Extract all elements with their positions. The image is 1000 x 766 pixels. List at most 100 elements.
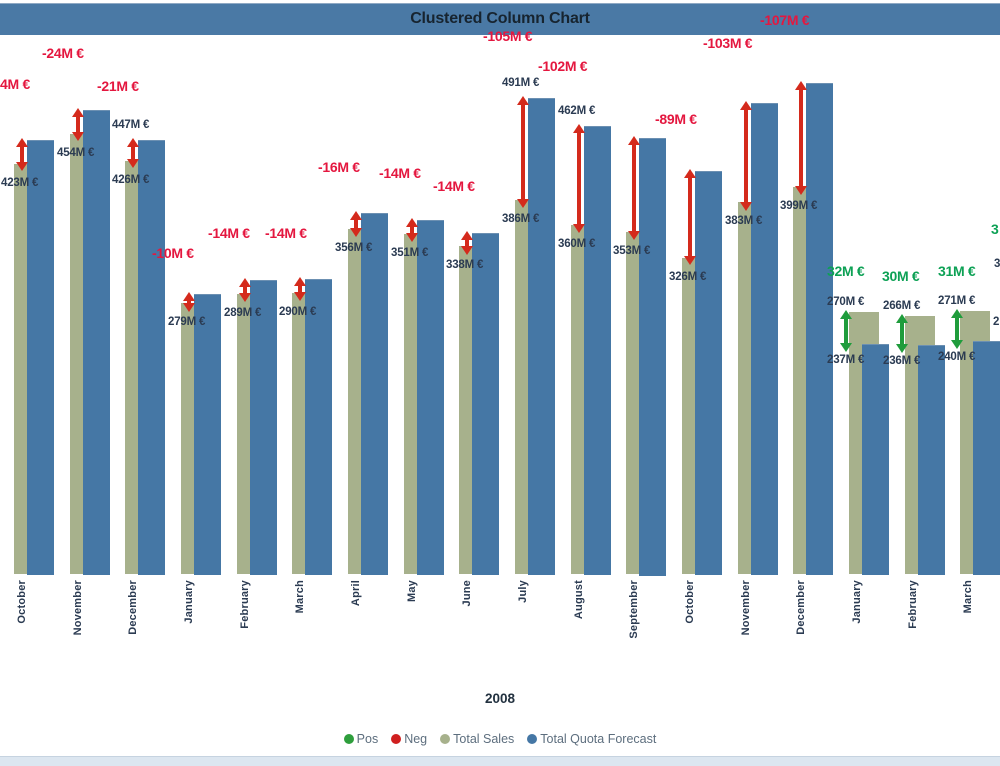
bar-total-quota-forecast[interactable] <box>862 344 889 575</box>
arrow-head-down-icon <box>239 293 251 302</box>
month-label: January <box>183 580 195 624</box>
variance-label: -105M € <box>483 28 533 44</box>
bar-total-quota-forecast[interactable] <box>528 98 555 575</box>
arrow-head-up-icon <box>406 218 418 227</box>
month-label: October <box>684 580 696 624</box>
clipped-label-fragment: 3 <box>991 221 999 237</box>
variance-arrow-shaft <box>955 315 959 343</box>
variance-arrow-shaft <box>844 316 848 346</box>
variance-arrow[interactable] <box>239 278 251 302</box>
sales-value-label: 266M € <box>883 300 921 312</box>
legend-dot-icon <box>440 734 451 744</box>
bar-total-quota-forecast[interactable] <box>751 103 778 575</box>
arrow-head-up-icon <box>239 278 251 287</box>
variance-arrow[interactable] <box>517 96 529 208</box>
legend-item-total-sales[interactable]: Total Sales <box>440 732 514 746</box>
variance-label: 4M € <box>0 76 30 92</box>
bar-total-quota-forecast[interactable] <box>305 279 332 575</box>
bar-total-quota-forecast[interactable] <box>973 341 1000 575</box>
bar-total-quota-forecast[interactable] <box>138 140 165 575</box>
bar-total-quota-forecast[interactable] <box>639 138 666 576</box>
sales-value-label: 290M € <box>279 306 317 318</box>
legend-item-label: Total Sales <box>453 732 515 746</box>
bar-total-quota-forecast[interactable] <box>250 280 277 575</box>
legend-item-neg[interactable]: Neg <box>391 732 427 746</box>
arrow-head-down-icon <box>740 202 752 211</box>
bar-total-quota-forecast[interactable] <box>361 213 388 575</box>
variance-arrow-shaft <box>243 284 247 296</box>
arrow-head-up-icon <box>350 211 362 220</box>
variance-arrow[interactable] <box>127 138 139 168</box>
sales-value-label: 338M € <box>446 259 484 271</box>
variance-label: 31M € <box>938 263 976 279</box>
legend-item-label: Neg <box>404 732 428 746</box>
variance-arrow[interactable] <box>406 218 418 242</box>
month-label: September <box>628 580 640 639</box>
bar-total-quota-forecast[interactable] <box>27 140 54 575</box>
bar-total-quota-forecast[interactable] <box>194 294 221 575</box>
month-label: March <box>962 580 974 614</box>
quota-value-label: 462M € <box>558 105 596 117</box>
month-label: December <box>127 580 139 635</box>
bar-total-quota-forecast[interactable] <box>806 83 833 575</box>
variance-label: -14M € <box>433 178 475 194</box>
sales-value-label: 423M € <box>1 177 39 189</box>
bar-total-quota-forecast[interactable] <box>584 126 611 575</box>
variance-arrow-shaft <box>688 175 692 259</box>
bar-total-quota-forecast[interactable] <box>472 233 499 575</box>
variance-arrow[interactable] <box>461 231 473 255</box>
variance-arrow[interactable] <box>740 101 752 211</box>
arrow-head-down-icon <box>294 292 306 301</box>
arrow-head-down-icon <box>840 343 852 352</box>
sales-value-label: 356M € <box>335 242 373 254</box>
variance-arrow[interactable] <box>628 136 640 240</box>
sales-value-label: 426M € <box>112 174 150 186</box>
legend-dot-icon <box>343 734 354 744</box>
variance-arrow[interactable] <box>183 292 195 312</box>
legend-item-pos[interactable]: Pos <box>343 732 378 746</box>
variance-arrow-shaft <box>744 107 748 205</box>
variance-arrow-shaft <box>76 114 80 135</box>
arrow-head-down-icon <box>72 132 84 141</box>
variance-arrow[interactable] <box>840 310 852 352</box>
variance-arrow[interactable] <box>684 169 696 265</box>
arrow-head-down-icon <box>517 199 529 208</box>
quota-value-label: 240M € <box>938 351 976 363</box>
sales-value-label: 289M € <box>224 307 262 319</box>
arrow-head-down-icon <box>461 246 473 255</box>
variance-arrow[interactable] <box>573 124 585 233</box>
variance-label: -14M € <box>379 165 421 181</box>
arrow-head-up-icon <box>896 314 908 323</box>
variance-arrow-shaft <box>799 87 803 189</box>
arrow-head-up-icon <box>951 309 963 318</box>
variance-arrow-shaft <box>521 102 525 202</box>
variance-label: -16M € <box>318 159 360 175</box>
bar-total-quota-forecast[interactable] <box>83 110 110 575</box>
sales-value-label: 353M € <box>613 245 651 257</box>
month-label: April <box>350 580 362 607</box>
arrow-head-down-icon <box>628 231 640 240</box>
variance-arrow[interactable] <box>72 108 84 141</box>
bar-total-quota-forecast[interactable] <box>695 171 722 575</box>
sales-value-label: 351M € <box>391 247 429 259</box>
variance-label: -107M € <box>760 12 810 28</box>
variance-arrow[interactable] <box>795 81 807 195</box>
arrow-head-down-icon <box>795 186 807 195</box>
variance-arrow[interactable] <box>294 277 306 301</box>
legend-item-total-quota-forecast[interactable]: Total Quota Forecast <box>527 732 656 746</box>
bar-total-quota-forecast[interactable] <box>918 345 945 575</box>
sales-value-label: 399M € <box>780 200 818 212</box>
variance-arrow[interactable] <box>896 314 908 353</box>
variance-label: 32M € <box>827 263 865 279</box>
bar-total-quota-forecast[interactable] <box>417 220 444 575</box>
variance-label: -14M € <box>265 225 307 241</box>
sales-value-label: 326M € <box>669 271 707 283</box>
sales-value-label: 279M € <box>168 316 206 328</box>
variance-arrow[interactable] <box>350 211 362 237</box>
variance-arrow[interactable] <box>951 309 963 349</box>
arrow-head-up-icon <box>573 124 585 133</box>
month-label: March <box>294 580 306 614</box>
arrow-head-down-icon <box>951 340 963 349</box>
variance-arrow[interactable] <box>16 138 28 171</box>
legend-item-label: Total Quota Forecast <box>540 732 657 746</box>
